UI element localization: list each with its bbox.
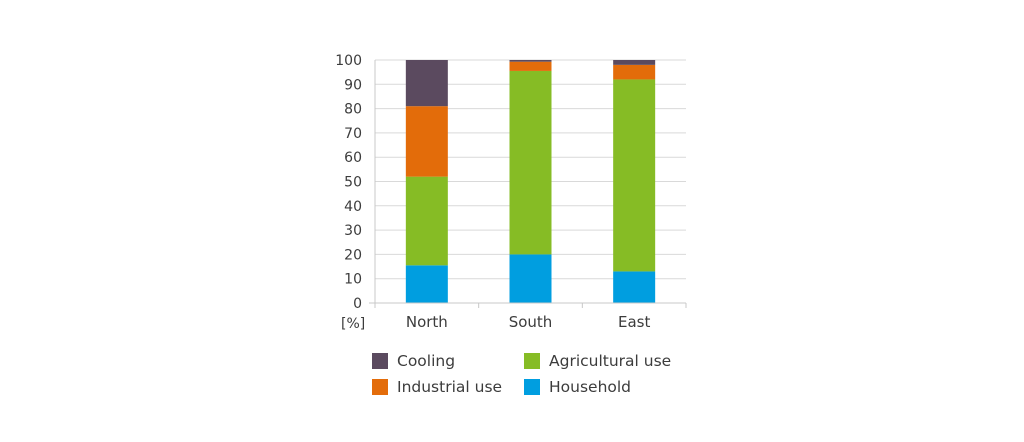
- legend-item-agricultural-use: Agricultural use: [524, 350, 694, 372]
- bar-segment-household: [509, 254, 552, 303]
- category-labels: North South East: [406, 313, 651, 331]
- bar-segment-household: [613, 271, 656, 303]
- legend-swatch: [372, 353, 388, 369]
- y-tick-label: 90: [344, 77, 362, 93]
- legend-item-cooling: Cooling: [372, 350, 524, 372]
- axes: [369, 60, 686, 308]
- bars: [405, 60, 656, 303]
- bar-segment-cooling: [509, 60, 552, 62]
- x-category-label: North: [406, 313, 448, 331]
- x-category-label: South: [509, 313, 553, 331]
- bar-stack-north: [405, 60, 448, 303]
- y-tick-label: 0: [353, 296, 362, 312]
- legend-label: Household: [549, 378, 632, 396]
- bar-segment-agricultural-use: [405, 176, 448, 266]
- bar-segment-industrial-use: [613, 64, 656, 80]
- y-tick-labels: 0 10 20 30 40 50 60 70 80 90 100: [335, 53, 362, 312]
- y-tick-label: 70: [344, 126, 362, 142]
- y-tick-label: 80: [344, 102, 362, 118]
- legend-swatch: [524, 379, 540, 395]
- y-axis-unit-label: [%]: [341, 316, 365, 332]
- y-tick-label: 50: [344, 175, 362, 191]
- legend-label: Cooling: [397, 352, 456, 370]
- y-tick-label: 60: [344, 150, 362, 166]
- y-tick-label: 10: [344, 272, 362, 288]
- bar-segment-industrial-use: [405, 106, 448, 177]
- y-tick-label: 20: [344, 247, 362, 263]
- x-category-label: East: [618, 313, 650, 331]
- bar-segment-agricultural-use: [613, 79, 656, 272]
- legend-label: Industrial use: [397, 378, 503, 396]
- y-tick-label: 100: [335, 53, 362, 69]
- bar-segment-cooling: [405, 60, 448, 107]
- y-tick-label: 40: [344, 199, 362, 215]
- bar-segment-industrial-use: [509, 61, 552, 71]
- legend-item-household: Household: [524, 376, 694, 398]
- legend: Cooling Agricultural use Industrial use Hou…: [372, 350, 702, 398]
- y-tick-label: 30: [344, 223, 362, 239]
- bar-stack-south: [509, 60, 552, 303]
- legend-label: Agricultural use: [549, 352, 672, 370]
- x-tick-marks: [374, 303, 687, 308]
- bar-segment-cooling: [613, 60, 656, 65]
- bar-stack-east: [613, 60, 656, 303]
- bar-segment-household: [405, 265, 448, 303]
- legend-swatch: [524, 353, 540, 369]
- legend-item-industrial-use: Industrial use: [372, 376, 524, 398]
- bar-segment-agricultural-use: [509, 70, 552, 255]
- legend-swatch: [372, 379, 388, 395]
